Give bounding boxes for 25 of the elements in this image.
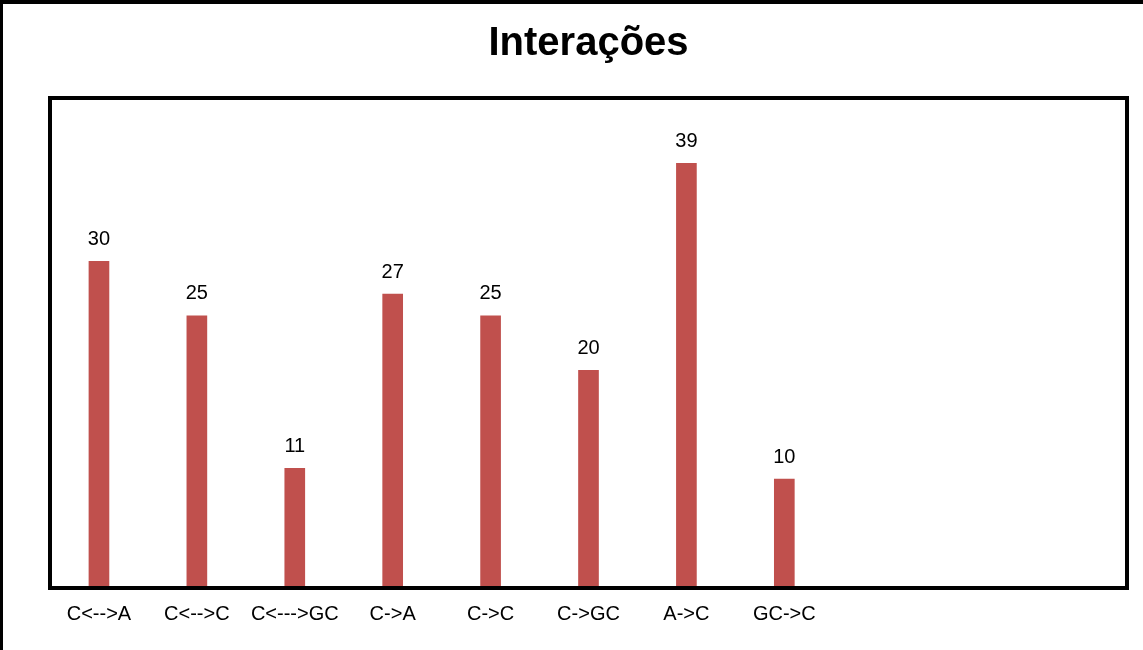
x-tick-label: C<--->GC [250,601,339,624]
data-label: 10 [773,444,796,467]
bar [578,369,599,588]
x-tick-label: GC->C [752,601,816,624]
bar [382,293,404,588]
bar [773,478,795,588]
data-label: 27 [381,259,404,282]
data-label: 25 [185,281,208,304]
x-tick-label: C<-->A [66,601,132,624]
x-tick-label: C->GC [557,601,620,624]
x-tick-label: C<-->C [164,601,230,624]
data-label: 39 [675,128,698,151]
x-tick-label: A->C [663,601,710,624]
data-label: 20 [577,335,600,358]
bar [480,315,501,588]
bar [186,315,208,588]
data-label: 11 [284,433,306,456]
data-label: 25 [479,281,502,304]
bar [88,261,110,588]
x-tick-label: C->C [466,601,515,624]
chart-title: Interações [488,19,689,64]
bar [676,163,697,588]
bar [284,467,306,588]
data-label: 30 [87,226,111,249]
x-tick-label: C->A [369,601,417,624]
